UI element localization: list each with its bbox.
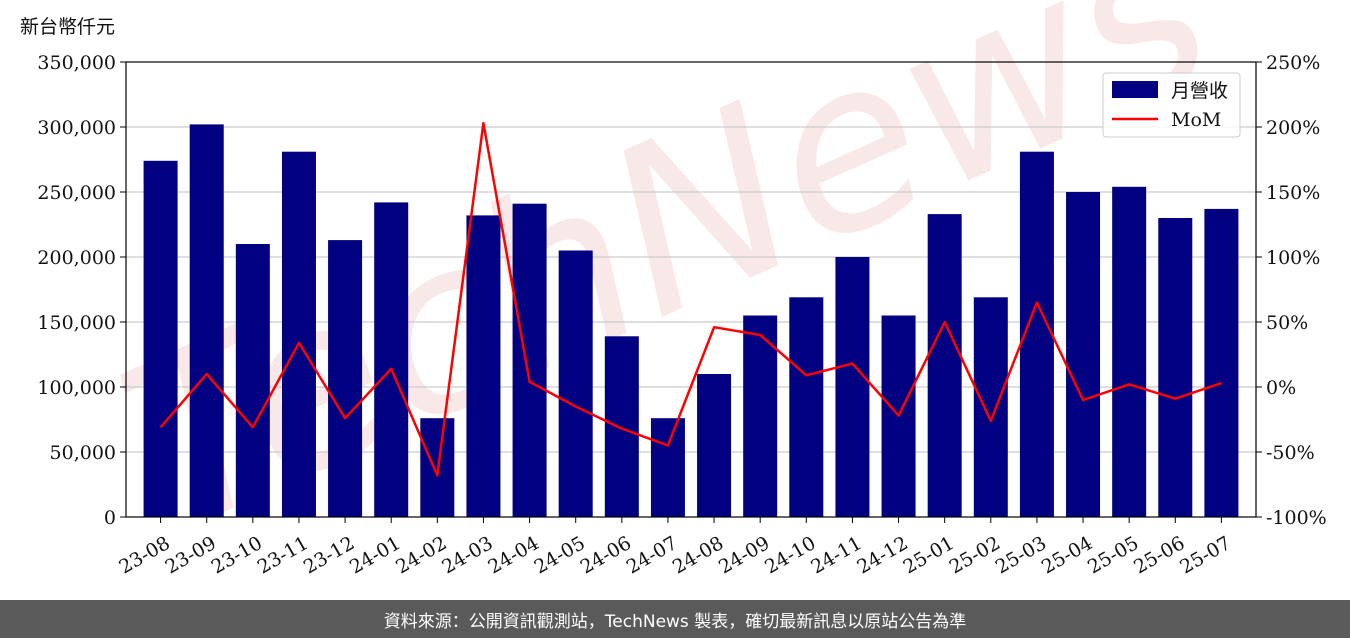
line-series	[159, 121, 1222, 477]
bar	[235, 244, 270, 517]
bar	[697, 374, 732, 517]
bar	[743, 315, 778, 517]
bar	[512, 203, 547, 517]
x-tick-label: 24-10	[761, 532, 819, 578]
x-tick-label: 24-01	[346, 532, 404, 578]
unit-label: 新台幣仟元	[20, 16, 115, 38]
x-tick-label: 25-07	[1176, 532, 1234, 578]
bar	[1066, 192, 1101, 517]
bar	[466, 215, 501, 517]
legend: 月營收 MoM	[1102, 72, 1241, 138]
legend-label-mom: MoM	[1171, 109, 1221, 131]
left-tick-label: 150,000	[37, 312, 116, 334]
x-tick-label: 25-06	[1130, 532, 1188, 578]
right-tick-label: 0%	[1266, 377, 1296, 399]
x-tick-label: 24-02	[392, 532, 450, 578]
chart-svg: TechNews 050,000100,000150,000200,000250…	[20, 0, 1327, 584]
right-tick-label: 150%	[1266, 182, 1320, 204]
bar	[1112, 186, 1147, 518]
left-tick-label: 200,000	[37, 247, 116, 269]
bar	[789, 297, 824, 517]
bar	[927, 214, 962, 517]
bar-series	[143, 124, 1239, 518]
left-tick-label: 300,000	[37, 117, 116, 139]
left-tick-label: 100,000	[37, 377, 116, 399]
plot-frame	[125, 61, 1257, 518]
x-tick-label: 23-08	[115, 532, 173, 578]
legend-bar-swatch	[1112, 81, 1158, 98]
x-tick-label: 25-01	[900, 532, 958, 578]
bar	[1204, 208, 1239, 517]
x-tick-label: 25-05	[1084, 532, 1142, 578]
x-tick-label: 25-03	[992, 532, 1050, 578]
x-tick-label: 25-04	[1038, 532, 1096, 578]
left-tick-label: 50,000	[50, 442, 116, 464]
x-tick-label: 24-09	[715, 532, 773, 578]
right-tick-label: -100%	[1266, 507, 1327, 529]
x-tick-label: 24-08	[669, 532, 727, 578]
x-tick-label: 24-04	[484, 532, 542, 578]
right-tick-label: 100%	[1266, 247, 1320, 269]
bar	[558, 250, 593, 517]
x-tick-label: 24-05	[531, 532, 589, 578]
left-tick-label: 250,000	[37, 182, 116, 204]
bar	[973, 297, 1008, 517]
bar	[650, 418, 685, 517]
mom-line	[159, 121, 1222, 477]
bar	[835, 257, 870, 517]
legend-label-revenue: 月營收	[1171, 80, 1228, 102]
x-tick-label: 24-06	[577, 532, 635, 578]
chart: TechNews 0 50,000 100,000 150,000 200,000 250…	[20, 0, 1327, 584]
right-tick-label: -50%	[1266, 442, 1315, 464]
left-tick-label: 350,000	[37, 52, 116, 74]
bar	[143, 160, 178, 518]
x-tick-label: 24-03	[438, 532, 496, 578]
x-tick-label: 25-02	[946, 532, 1004, 578]
source-note: 資料來源：公開資訊觀測站，TechNews 製表，確切最新訊息以原站公告為準	[383, 611, 967, 632]
bar	[1158, 218, 1193, 517]
x-tick-label: 24-12	[853, 532, 911, 578]
right-tick-label: 200%	[1266, 117, 1320, 139]
bar	[328, 240, 363, 517]
bar	[374, 202, 409, 517]
left-tick-label: 0	[104, 507, 116, 529]
x-tick-label: 23-12	[300, 532, 358, 578]
bar	[189, 124, 224, 518]
right-tick-label: 250%	[1266, 52, 1320, 74]
x-tick-label: 24-11	[807, 532, 865, 578]
footer-bar: 資料來源：公開資訊觀測站，TechNews 製表，確切最新訊息以原站公告為準	[0, 600, 1350, 638]
right-tick-label: 50%	[1266, 312, 1308, 334]
bar	[604, 336, 639, 517]
bar	[281, 151, 316, 517]
x-tick-label: 24-07	[623, 532, 681, 578]
